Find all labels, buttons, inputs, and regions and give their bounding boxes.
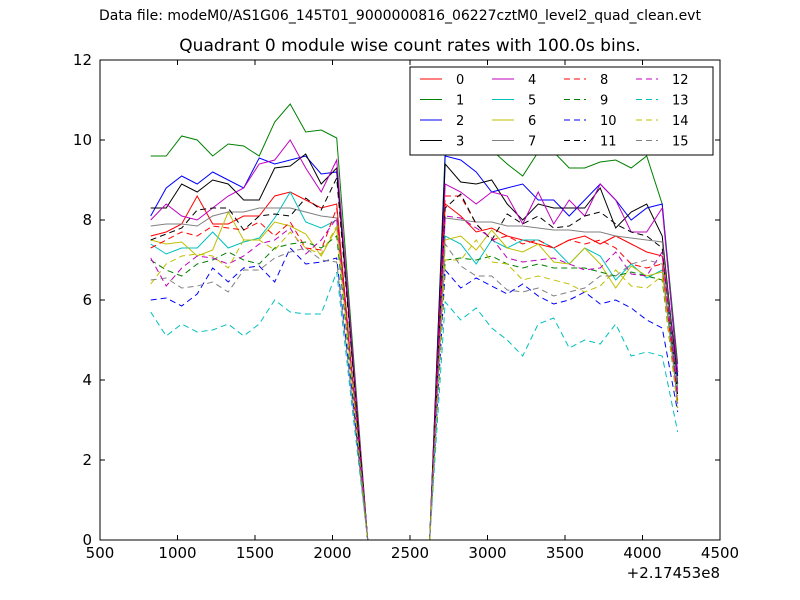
series-line-10 [150,247,679,540]
x-tick-label: 3500 [546,544,584,562]
x-tick-label: 1000 [158,544,196,562]
series-line-15 [150,242,679,540]
y-tick-label: 12 [73,51,92,69]
series-line-6 [150,210,679,540]
legend-label-14: 14 [672,114,689,129]
x-tick-label: 1500 [236,544,274,562]
figure-suptitle: Data file: modeM0/AS1G06_145T01_90000008… [99,8,701,24]
legend-label-13: 13 [672,94,689,109]
series-line-2 [150,155,679,540]
y-tick-label: 8 [82,211,92,229]
legend-label-15: 15 [672,135,689,150]
y-tick-label: 2 [82,451,92,469]
legend-label-11: 11 [600,135,617,150]
x-tick-label: 3000 [468,544,506,562]
y-tick-label: 6 [82,291,92,309]
series-line-8 [150,195,679,540]
legend-label-5: 5 [528,94,536,109]
x-offset-label: +2.17453e8 [627,564,720,582]
y-tick-label: 4 [82,371,92,389]
legend-label-3: 3 [456,135,464,150]
legend-label-9: 9 [600,94,608,109]
x-tick-label: 2000 [313,544,351,562]
x-tick-label: 500 [86,544,115,562]
y-tick-label: 0 [82,531,92,549]
x-tick-label: 4000 [623,544,661,562]
series-line-7 [150,207,679,540]
legend-label-6: 6 [528,114,536,129]
series-line-3 [150,153,679,540]
x-tick-label: 4500 [701,544,739,562]
legend-label-10: 10 [600,114,617,129]
legend-label-4: 4 [528,73,536,88]
legend-box [409,66,714,156]
series-line-12 [150,215,679,540]
series-line-11 [150,176,679,540]
series-line-1 [150,103,679,540]
series-line-13 [150,271,679,540]
legend-label-0: 0 [456,73,464,88]
series-line-4 [150,139,679,540]
chart-title: Quadrant 0 module wise count rates with … [179,36,641,56]
legend-label-8: 8 [600,73,608,88]
series-line-14 [150,224,679,540]
legend-label-1: 1 [456,94,464,109]
x-tick-label: 2500 [391,544,429,562]
legend-label-12: 12 [672,73,689,88]
series-lines [150,103,679,540]
legend-label-2: 2 [456,114,464,129]
series-line-9 [150,235,679,540]
series-line-5 [150,190,679,540]
series-line-0 [150,191,679,540]
y-tick-label: 10 [73,131,92,149]
legend-label-7: 7 [528,135,536,150]
